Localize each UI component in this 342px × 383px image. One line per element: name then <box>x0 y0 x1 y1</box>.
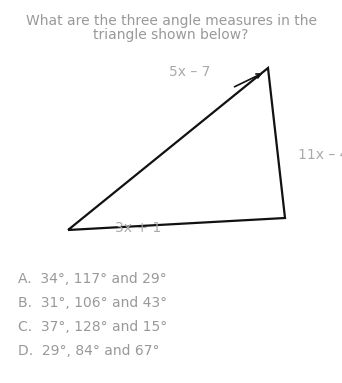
Text: C.  37°, 128° and 15°: C. 37°, 128° and 15° <box>18 320 167 334</box>
Text: B.  31°, 106° and 43°: B. 31°, 106° and 43° <box>18 296 167 310</box>
Text: D.  29°, 84° and 67°: D. 29°, 84° and 67° <box>18 344 159 358</box>
Text: 3x + 1: 3x + 1 <box>115 221 161 235</box>
Text: 5x – 7: 5x – 7 <box>169 65 210 79</box>
Text: A.  34°, 117° and 29°: A. 34°, 117° and 29° <box>18 272 167 286</box>
Text: 11x – 4: 11x – 4 <box>298 148 342 162</box>
Text: What are the three angle measures in the: What are the three angle measures in the <box>26 14 316 28</box>
Text: triangle shown below?: triangle shown below? <box>93 28 249 42</box>
